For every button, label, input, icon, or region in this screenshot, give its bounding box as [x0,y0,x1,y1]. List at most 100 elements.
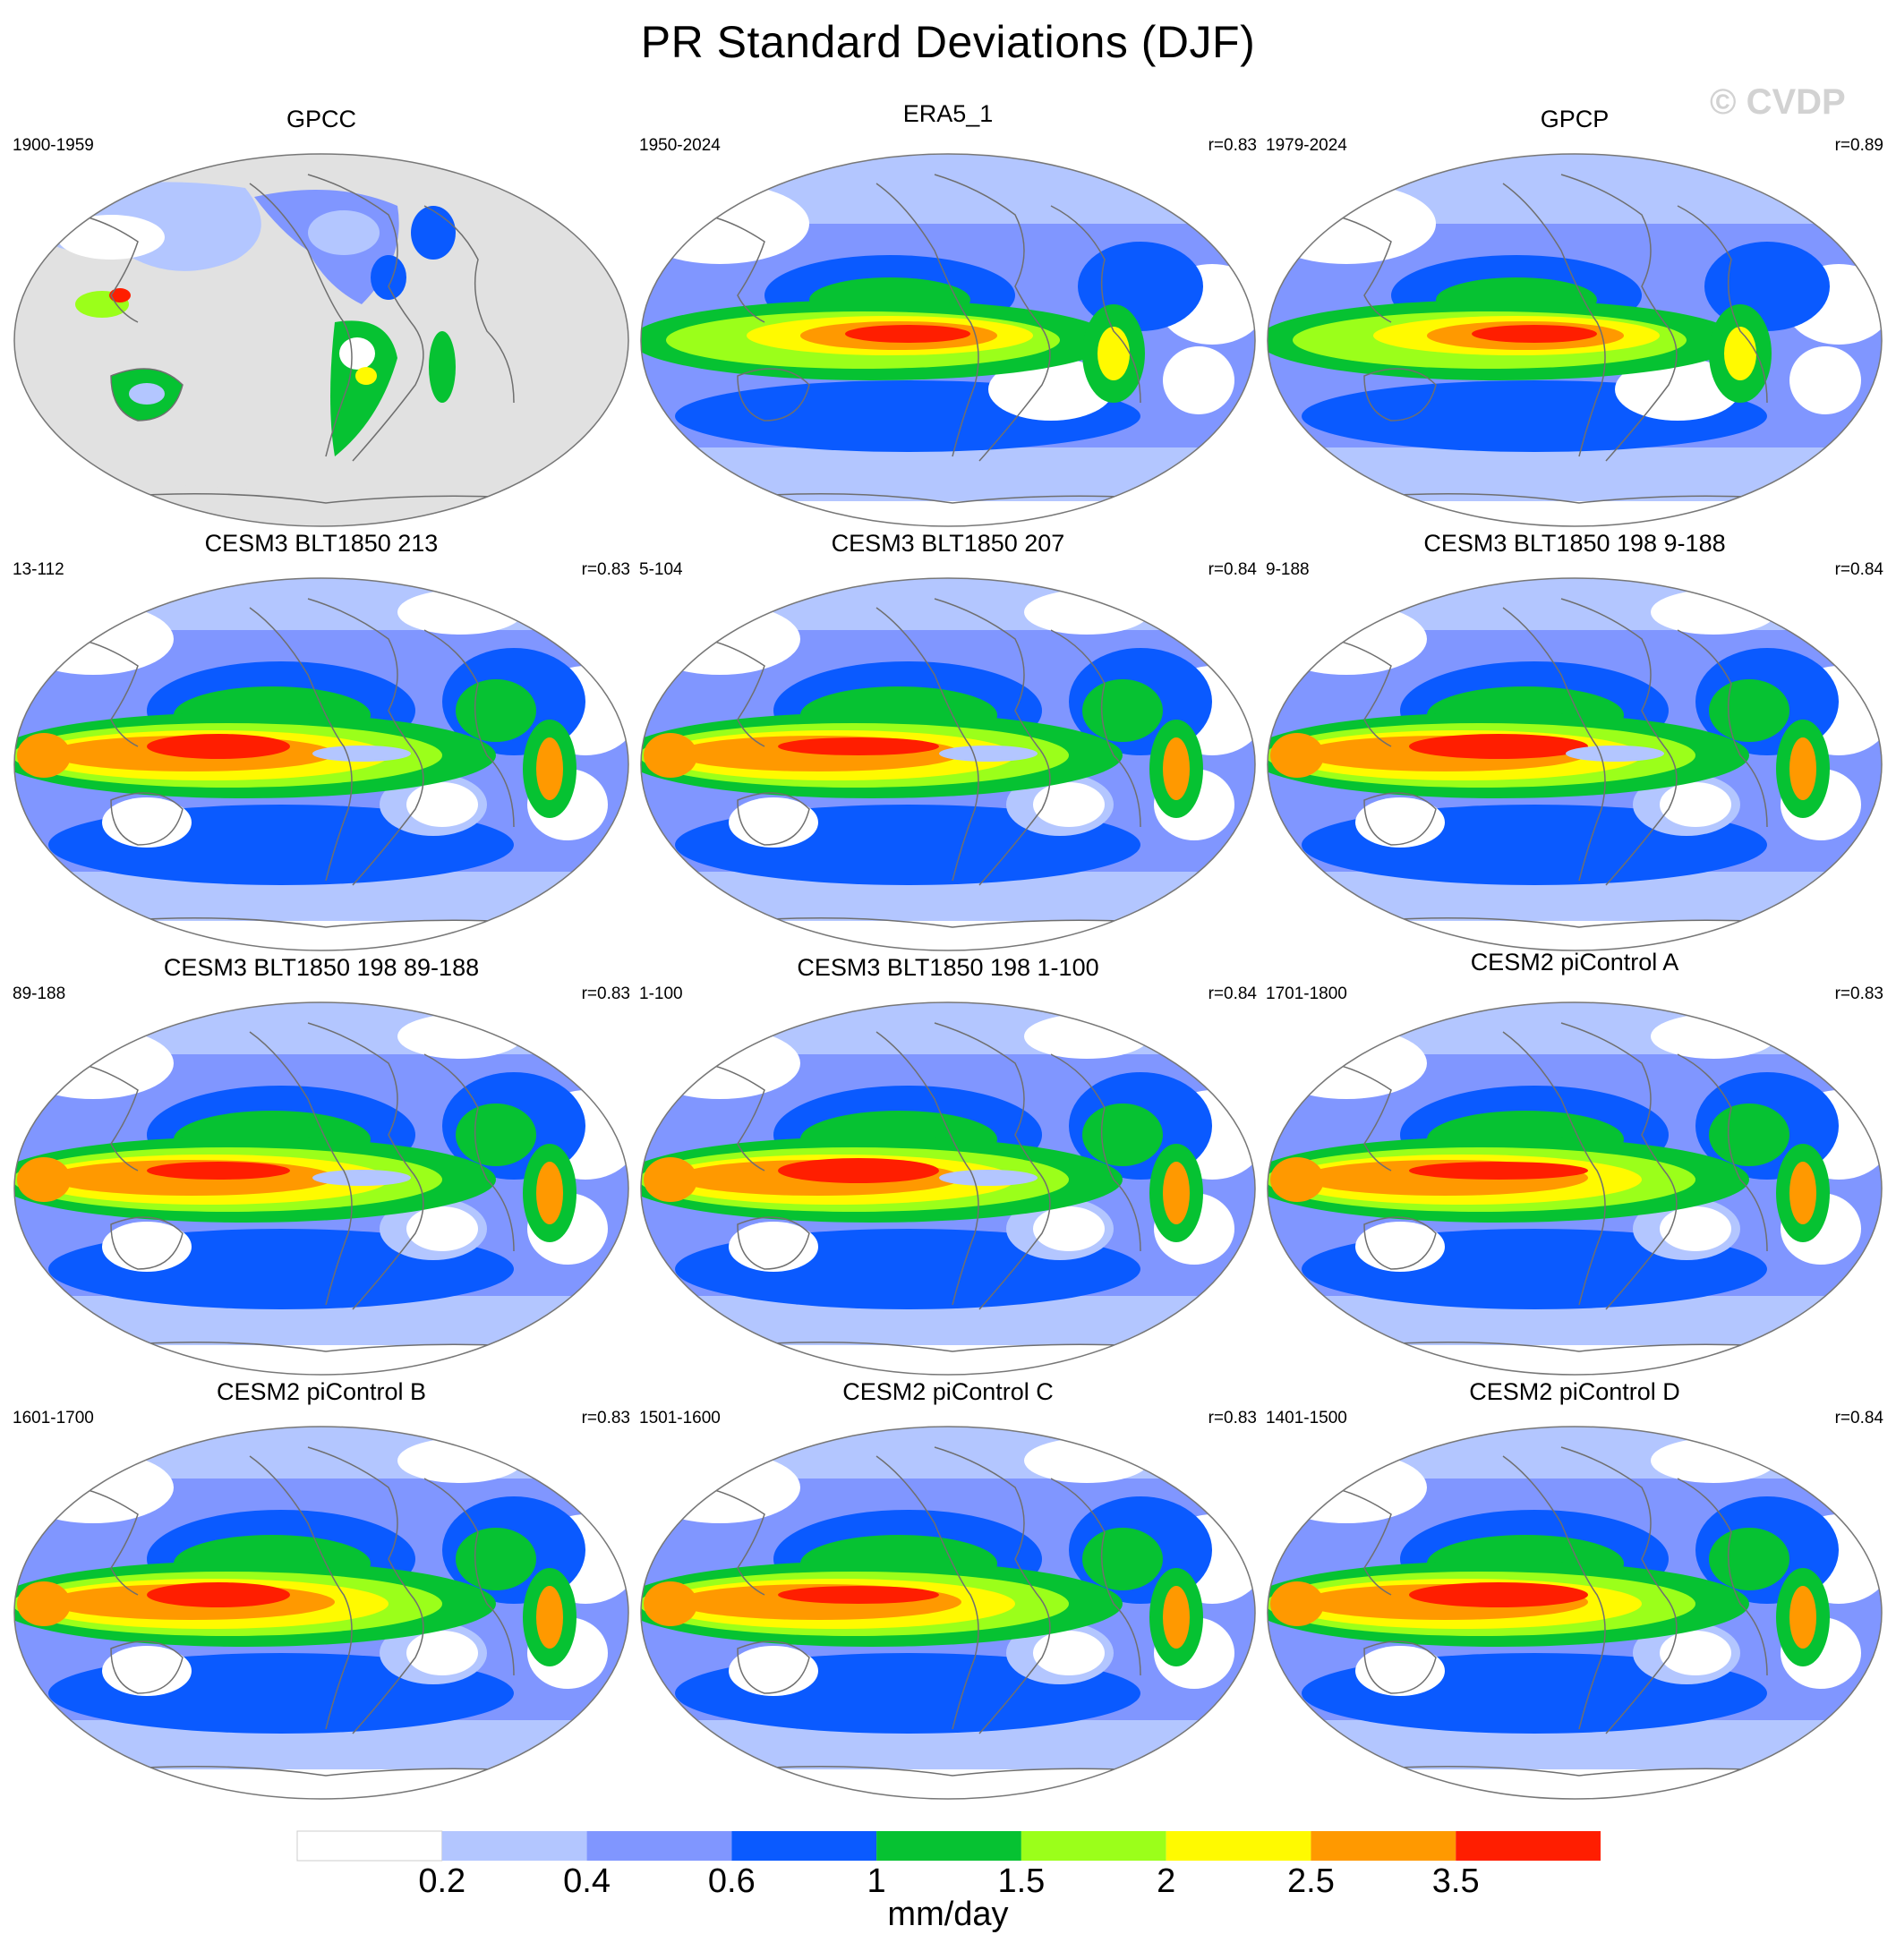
amazon-orange [536,737,563,800]
coastline-americas-east [307,1446,424,1734]
tropical-red-core [1409,734,1588,759]
dry-se-pacific-core [1660,1631,1731,1675]
coastline-americas-east [1560,174,1678,462]
north-atlantic-green [456,1104,536,1166]
africa-indian-orange [644,1157,697,1202]
white-greenland [1651,1438,1776,1483]
map-field [14,1427,628,1799]
map-panel-cesm2-a: CESM2 piControl A 1701-1800 r=0.83 [1266,949,1883,1376]
tropical-red-core [147,1162,290,1180]
equatorial-cold-tongue [312,1170,411,1186]
north-atlantic-green [456,679,536,742]
africa-indian-orange [1270,733,1324,778]
band-antarctica [1268,501,1882,526]
band-antarctica [641,501,1255,526]
amazon-yellow [1724,327,1756,380]
panel-correlation: r=0.83 [581,1409,630,1427]
dry-se-indian [1355,1646,1445,1696]
dry-se-pacific [988,358,1114,421]
africa-indian-orange [17,1581,71,1626]
equatorial-cold-tongue [1566,746,1664,762]
coastline-americas-east [307,598,424,886]
map-panel-cesm3-213: CESM3 BLT1850 213 13-112 r=0.83 [13,530,630,951]
band-antarctica [1268,1345,1882,1375]
land-north-america-light [308,210,380,255]
panel-correlation: r=0.84 [1834,560,1883,579]
band-antarctica [641,1769,1255,1799]
tropical-red-core [845,325,970,343]
dry-se-pacific-core [406,782,478,827]
map-projection [640,1426,1256,1800]
coastline-americas-west [249,1455,353,1730]
coastline-australia [737,1216,810,1270]
map-panel-cesm3-198-1-100: CESM3 BLT1850 198 1-100 1-100 r=0.84 [639,954,1257,1376]
map-field [14,154,628,526]
dry-se-indian [1355,797,1445,848]
coastline-americas-east [934,174,1051,462]
coastline-americas-west [249,183,353,457]
panel-period: 13-112 [13,560,64,579]
coastline-australia [1363,1216,1437,1270]
map-field [1268,154,1882,526]
map-panel-cesm2-d: CESM2 piControl D 1401-1500 r=0.84 [1266,1378,1883,1800]
white-greenland [1651,590,1776,635]
cvdp-watermark: © CVDP [1710,82,1846,122]
amazon-orange [536,1586,563,1649]
white-greenland [1651,1014,1776,1059]
africa-indian-orange [644,733,697,778]
coastline-americas-west [875,607,979,882]
white-greenland [397,590,523,635]
panel-correlation: r=0.83 [1208,136,1257,155]
coastline-americas-east [307,174,424,462]
coastline-americas-east [934,1022,1051,1310]
map-field [641,154,1255,526]
coastline-americas-east [1560,598,1678,886]
map-field [1268,1002,1882,1375]
panel-period: 1900-1959 [13,136,94,155]
panel-period: 1401-1500 [1266,1409,1347,1427]
panel-period: 1501-1600 [639,1409,721,1427]
coastline-europe-africa [423,1478,515,1676]
panel-title: GPCP [1540,106,1610,132]
land-brazil-white [339,337,375,370]
white-greenland [1024,590,1149,635]
colorbar-tick-label: 2 [1157,1862,1175,1900]
tropical-red-core [1472,325,1597,343]
colorbar-tick-label: 0.2 [418,1862,465,1900]
coastline-australia [737,1640,810,1694]
amazon-orange [1163,1586,1190,1649]
colorbar-swatch [731,1831,877,1861]
tropical-red-core [1409,1162,1588,1180]
coastline-australia [110,792,184,846]
colorbar-swatch [1311,1831,1456,1861]
map-projection [640,577,1256,951]
africa-indian-orange [644,1581,697,1626]
map-panel-cesm2-b: CESM2 piControl B 1601-1700 r=0.83 [13,1378,630,1800]
dry-se-indian [102,1646,192,1696]
colorbar-tick-label: 2.5 [1287,1862,1335,1900]
dry-se-indian [102,1222,192,1272]
dry-se-indian [102,797,192,848]
colorbar-tick-label: 0.4 [563,1862,611,1900]
coastline-americas-east [1560,1446,1678,1734]
panel-title: CESM2 piControl B [216,1378,427,1405]
amazon-orange [1789,737,1816,800]
map-border [13,1426,629,1800]
map-projection [13,153,629,527]
colorbar-tick-label: 0.6 [708,1862,756,1900]
band-antarctica [14,1769,628,1799]
amazon-orange [1789,1162,1816,1224]
map-border [1267,153,1883,527]
coastline-europe-africa [1677,629,1768,828]
north-atlantic-green [1709,1528,1789,1590]
north-atlantic-green [1709,1104,1789,1166]
white-greenland [397,1438,523,1483]
map-projection [1267,1001,1883,1376]
panel-title: CESM3 BLT1850 198 89-188 [163,954,480,981]
map-panel-cesm3-207: CESM3 BLT1850 207 5-104 r=0.84 [639,530,1257,951]
panel-period: 1601-1700 [13,1409,94,1427]
north-atlantic-green [1082,679,1163,742]
panel-correlation: r=0.83 [581,984,630,1003]
panel-correlation: r=0.83 [1208,1409,1257,1427]
dry-se-pacific-core [1660,1206,1731,1251]
